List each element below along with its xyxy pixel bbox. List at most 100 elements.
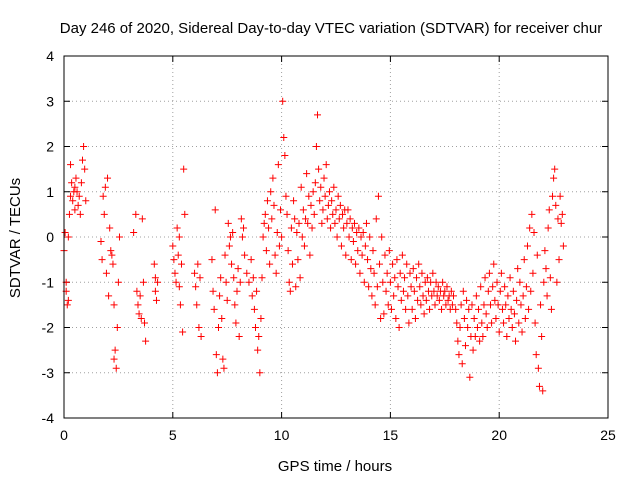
- data-point: [466, 373, 474, 381]
- data-point: [410, 287, 418, 295]
- data-point: [354, 247, 362, 255]
- data-point: [284, 247, 292, 255]
- data-point: [194, 260, 202, 268]
- data-point: [504, 292, 512, 300]
- data-point: [114, 278, 122, 286]
- data-point: [71, 206, 79, 214]
- data-point: [178, 260, 186, 268]
- data-point: [321, 192, 329, 200]
- data-point: [558, 210, 566, 218]
- data-point: [223, 296, 231, 304]
- y-tick-label: 2: [46, 139, 54, 155]
- data-point: [336, 201, 344, 209]
- data-point: [496, 287, 504, 295]
- data-point: [175, 283, 183, 291]
- data-point: [527, 287, 535, 295]
- data-point: [196, 274, 204, 282]
- data-point: [208, 256, 216, 264]
- data-point: [222, 278, 230, 286]
- data-point: [271, 251, 279, 259]
- data-point: [111, 346, 119, 354]
- data-point: [541, 247, 549, 255]
- data-point: [136, 292, 144, 300]
- data-point: [384, 301, 392, 309]
- data-point: [212, 351, 220, 359]
- data-point: [214, 324, 222, 331]
- data-point: [219, 355, 227, 363]
- data-point: [81, 165, 89, 173]
- data-point: [434, 283, 442, 291]
- data-point: [402, 305, 410, 313]
- data-points: [60, 97, 567, 395]
- data-point: [385, 247, 393, 255]
- data-point: [501, 283, 509, 291]
- data-point: [318, 219, 326, 227]
- data-point: [311, 179, 319, 187]
- data-point: [347, 256, 355, 264]
- data-point: [71, 183, 79, 191]
- data-point: [77, 179, 85, 187]
- data-point: [328, 197, 336, 205]
- data-point: [296, 274, 304, 282]
- data-point: [100, 210, 108, 218]
- data-point: [465, 305, 473, 313]
- data-point: [237, 215, 245, 223]
- data-point: [192, 283, 200, 291]
- data-point: [456, 324, 464, 331]
- data-point: [225, 242, 233, 250]
- data-point: [489, 283, 497, 291]
- data-point: [265, 224, 273, 232]
- data-point: [275, 242, 283, 250]
- data-point: [245, 278, 253, 286]
- data-point: [405, 319, 413, 327]
- data-point: [520, 256, 528, 264]
- data-point: [415, 260, 423, 268]
- x-tick-label: 15: [383, 427, 399, 443]
- data-point: [256, 369, 264, 377]
- data-point: [281, 152, 289, 160]
- data-point: [535, 382, 543, 390]
- data-point: [169, 242, 177, 250]
- data-point: [480, 301, 488, 309]
- data-point: [461, 342, 469, 350]
- data-point: [229, 228, 237, 236]
- data-point: [308, 224, 316, 232]
- data-point: [309, 188, 317, 196]
- data-point: [343, 219, 351, 227]
- data-point: [353, 228, 361, 236]
- data-point: [506, 274, 514, 282]
- data-point: [314, 111, 322, 119]
- data-point: [142, 337, 150, 345]
- data-point: [195, 324, 203, 331]
- x-tick-label: 0: [60, 427, 68, 443]
- data-point: [137, 314, 145, 322]
- data-point: [231, 301, 239, 309]
- data-point: [97, 238, 105, 246]
- data-point: [238, 233, 246, 241]
- data-point: [386, 278, 394, 286]
- data-point: [261, 210, 269, 218]
- data-point: [132, 210, 140, 218]
- data-point: [492, 314, 500, 322]
- data-point: [476, 337, 484, 345]
- data-point: [444, 296, 452, 304]
- data-point: [503, 333, 511, 341]
- x-tick-label: 5: [169, 427, 177, 443]
- data-point: [98, 256, 106, 264]
- data-point: [452, 305, 460, 313]
- data-point: [443, 283, 451, 291]
- data-point: [267, 188, 275, 196]
- data-point: [502, 301, 510, 309]
- y-tick-label: -1: [42, 274, 55, 290]
- data-point: [102, 269, 110, 277]
- data-point: [407, 283, 415, 291]
- data-point: [488, 319, 496, 327]
- data-point: [377, 314, 385, 322]
- data-point: [404, 292, 412, 300]
- data-point: [325, 188, 333, 196]
- data-point: [235, 333, 243, 341]
- data-point: [243, 269, 251, 277]
- data-point: [367, 265, 375, 273]
